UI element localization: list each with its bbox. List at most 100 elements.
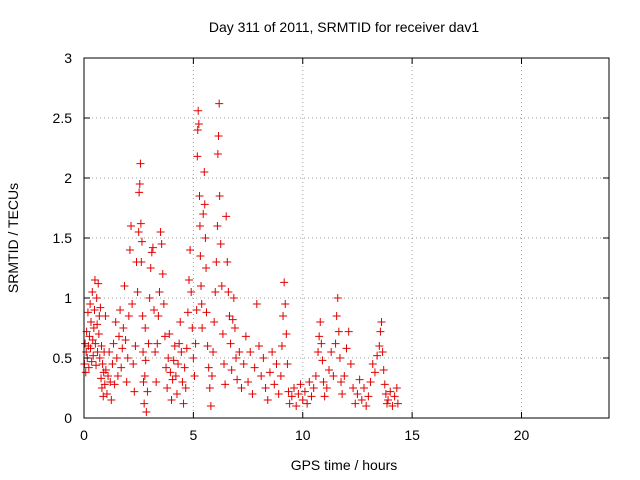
data-point — [87, 318, 95, 326]
data-point — [144, 339, 153, 348]
data-point — [127, 222, 136, 230]
data-point — [146, 264, 155, 272]
data-point — [252, 300, 261, 308]
axis-ticks — [83, 57, 609, 419]
data-point — [171, 372, 180, 380]
data-point — [292, 402, 301, 410]
data-point — [268, 348, 277, 356]
data-point — [187, 288, 196, 296]
y-tick-label: 3 — [64, 50, 72, 66]
data-point — [163, 384, 172, 392]
data-point — [386, 387, 395, 396]
data-point — [83, 308, 92, 317]
data-point — [327, 348, 336, 356]
data-point — [96, 303, 105, 312]
data-point — [332, 312, 341, 320]
data-point — [226, 339, 235, 348]
data-point — [334, 327, 343, 336]
data-point — [84, 363, 93, 372]
data-point — [136, 219, 145, 228]
y-axis-label: SRMTID / TECUs — [5, 183, 21, 293]
y-tick-label: 1 — [64, 290, 72, 306]
data-point — [202, 308, 211, 317]
data-point — [392, 384, 401, 392]
data-point — [263, 396, 272, 404]
data-point — [193, 152, 202, 161]
data-point — [218, 330, 227, 338]
data-point — [276, 372, 285, 380]
data-point — [157, 240, 166, 248]
data-point — [377, 318, 386, 326]
data-point — [255, 342, 263, 350]
data-point — [290, 384, 298, 392]
data-point — [183, 308, 192, 317]
data-point — [97, 342, 106, 350]
data-point — [215, 99, 224, 108]
data-point — [287, 392, 296, 401]
data-point — [214, 132, 223, 140]
data-point — [86, 300, 95, 308]
data-point — [182, 344, 191, 353]
data-point — [379, 366, 388, 374]
data-point — [113, 372, 122, 380]
data-point — [378, 348, 387, 356]
data-point — [265, 368, 274, 377]
data-point — [340, 372, 349, 380]
data-point — [153, 339, 162, 348]
data-point — [197, 300, 206, 308]
data-point — [194, 106, 203, 115]
data-point — [82, 348, 91, 356]
data-point — [112, 354, 121, 362]
data-point — [257, 372, 266, 380]
data-point — [362, 402, 371, 410]
data-point — [215, 192, 224, 200]
data-point — [376, 327, 385, 336]
data-point — [296, 380, 305, 389]
data-point — [279, 312, 288, 320]
data-point — [118, 344, 127, 353]
data-point — [200, 200, 209, 209]
x-tick-label: 20 — [514, 427, 530, 443]
data-point — [390, 392, 399, 401]
data-point — [111, 318, 120, 326]
y-tick-label: 2.5 — [53, 110, 73, 126]
data-point — [338, 390, 347, 398]
data-point — [131, 342, 140, 350]
data-point — [130, 387, 139, 396]
data-point — [316, 318, 325, 326]
data-point — [248, 390, 257, 398]
data-point — [138, 312, 147, 320]
data-point — [190, 372, 199, 380]
data-point — [134, 228, 143, 236]
data-point — [195, 192, 204, 200]
data-point — [277, 342, 286, 350]
data-point — [337, 378, 346, 386]
data-point — [261, 384, 270, 392]
data-point — [120, 282, 129, 290]
data-point — [124, 312, 133, 320]
y-tick-label: 2 — [64, 170, 72, 186]
data-point — [188, 324, 197, 332]
data-point — [212, 258, 221, 266]
data-point — [175, 339, 184, 348]
data-point — [101, 312, 110, 320]
data-point — [105, 348, 114, 356]
data-point — [152, 378, 161, 386]
data-point — [368, 360, 377, 368]
data-point — [119, 324, 128, 332]
data-point — [282, 330, 291, 338]
data-point — [233, 375, 242, 384]
data-points — [80, 99, 402, 416]
data-point — [207, 372, 216, 380]
data-point — [176, 318, 185, 326]
data-point — [201, 234, 210, 242]
data-point — [355, 375, 364, 384]
data-point — [189, 354, 198, 362]
data-point — [351, 399, 360, 408]
x-tick-label: 5 — [189, 427, 197, 443]
data-point — [344, 327, 353, 336]
data-point — [89, 324, 98, 332]
data-point — [100, 380, 109, 389]
data-point — [140, 372, 149, 380]
